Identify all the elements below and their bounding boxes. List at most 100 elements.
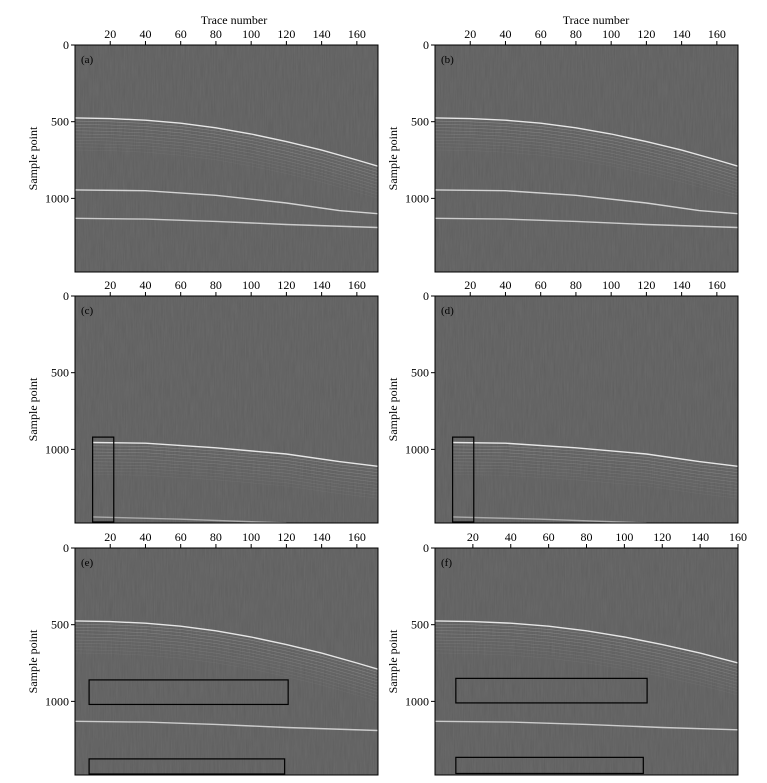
panel-d-label: (d) xyxy=(441,305,454,317)
panel-d-event-1-coda-7 xyxy=(452,464,738,489)
panel-d-event-1-coda-10 xyxy=(452,474,738,499)
panel-a-event-1-coda-2 xyxy=(75,124,378,173)
panel-d-xtick-label-60: 60 xyxy=(535,278,547,292)
panel-c-event-1 xyxy=(92,441,378,467)
panel-f-event-1-coda-9 xyxy=(435,649,738,693)
panel-f-box-2 xyxy=(455,756,644,775)
panel-d-xtick-label-100: 100 xyxy=(602,278,620,292)
panel-b-frame xyxy=(434,44,739,273)
panel-c-event-1-coda-6 xyxy=(92,461,378,486)
panel-d-xtick-label-20: 20 xyxy=(464,278,476,292)
panel-c-xtick-label-160: 160 xyxy=(348,278,366,292)
panel-d-event-1-coda-1 xyxy=(452,445,738,470)
panel-e-y-axis-title: Sample point xyxy=(26,629,40,693)
panel-d-event-1-coda-3 xyxy=(452,451,738,477)
panel-d-event-1-coda-8 xyxy=(452,467,738,493)
panel-b-event-1-coda-9 xyxy=(435,146,738,196)
panel-e-xtick-label-80: 80 xyxy=(210,530,222,544)
panel-f-noise xyxy=(435,548,738,775)
panel-f-label: (f) xyxy=(441,557,452,569)
panel-a-event-1-coda-10 xyxy=(75,149,378,199)
panel-d-frame xyxy=(434,295,739,524)
panel-c-xtick-label-120: 120 xyxy=(277,278,295,292)
panel-d-xtick-label-80: 80 xyxy=(570,278,582,292)
panel-b: (b) 20 40 60 80 100 120 140 160 0 500 1000 Sample po… xyxy=(386,27,739,273)
panel-f-event-1-coda-4 xyxy=(435,633,738,677)
panel-e-ytick-label-1000: 1000 xyxy=(45,694,69,708)
panel-c-box-1 xyxy=(92,436,115,523)
panel-c-event-1-coda-5 xyxy=(92,458,378,483)
panel-e-xtick-label-100: 100 xyxy=(242,530,260,544)
panel-d-y-axis-title: Sample point xyxy=(386,377,400,441)
panel-a-xtick-label-100: 100 xyxy=(242,27,260,41)
panel-f-event-1-coda-10 xyxy=(435,652,738,696)
panel-d-ytick-label-0: 0 xyxy=(423,289,429,303)
panel-a-event-1-coda-7 xyxy=(75,140,378,189)
panel-f-xtick-label-120: 120 xyxy=(653,530,671,544)
panel-a-xtick-label-60: 60 xyxy=(175,27,187,41)
panel-e-xtick-label-20: 20 xyxy=(104,530,116,544)
panel-f-xtick-label-40: 40 xyxy=(505,530,517,544)
panel-d: (d) 20 40 60 80 100 120 140 160 0 500 1000 Sample po… xyxy=(386,278,739,524)
panel-b-ytick-label-0: 0 xyxy=(423,38,429,52)
panel-e-event-2 xyxy=(75,720,378,732)
panel-f-event-1-coda-3 xyxy=(435,630,738,673)
panel-a-event-1-coda-3 xyxy=(75,127,378,177)
panel-d-event-1-coda-9 xyxy=(452,471,738,496)
panel-c-event-1-coda-4 xyxy=(92,455,378,480)
panel-e-noise xyxy=(75,548,378,775)
panel-e-label: (e) xyxy=(81,557,94,569)
panel-a: (a) 20 40 60 80 100 120 140 160 0 500 1000 Sample po… xyxy=(26,27,379,273)
panel-c-event-2 xyxy=(92,516,287,523)
panel-d-xtick-label-140: 140 xyxy=(673,278,691,292)
panel-a-event-1-coda-9 xyxy=(75,146,378,196)
panel-e-event-1-coda-10 xyxy=(75,652,378,702)
panel-b-event-1-coda-8 xyxy=(435,143,738,193)
panel-a-label: (a) xyxy=(81,54,94,66)
panel-c-frame xyxy=(74,295,379,524)
panel-e-box-1 xyxy=(88,679,289,706)
panel-b-event-2 xyxy=(435,189,738,215)
panel-b-event-1-coda-2 xyxy=(435,124,738,173)
panel-a-xtick-label-160: 160 xyxy=(348,27,366,41)
panel-a-event-1 xyxy=(75,117,378,167)
panel-f-ytick-label-1000: 1000 xyxy=(405,694,429,708)
panel-a-event-1-coda-1 xyxy=(75,120,378,170)
panel-e-xtick-label-40: 40 xyxy=(139,530,151,544)
panel-a-event-1-coda-5 xyxy=(75,133,378,183)
panel-b-xtick-label-60: 60 xyxy=(535,27,547,41)
panel-a-event-2 xyxy=(75,189,378,215)
panel-d-xtick-label-120: 120 xyxy=(637,278,655,292)
panel-d-event-1-coda-6 xyxy=(452,461,738,486)
panel-e-event-1-coda-6 xyxy=(75,639,378,689)
panel-b-event-1-coda-1 xyxy=(435,120,738,170)
panel-e-event-1-coda-1 xyxy=(75,623,378,673)
panel-a-event-1-coda-4 xyxy=(75,130,378,180)
panel-f-event-1-coda-6 xyxy=(435,639,738,683)
panel-c-ytick-label-1000: 1000 xyxy=(45,442,69,456)
panel-e-event-1-coda-9 xyxy=(75,649,378,699)
panel-e-box-2 xyxy=(88,758,286,775)
panel-d-xtick-label-160: 160 xyxy=(708,278,726,292)
panel-b-event-1-coda-6 xyxy=(435,136,738,186)
panel-c-xtick-label-100: 100 xyxy=(242,278,260,292)
panel-c-event-1-coda-9 xyxy=(92,471,378,496)
panel-e-ytick-label-0: 0 xyxy=(63,541,69,555)
panel-c-ytick-label-500: 500 xyxy=(51,366,69,380)
panel-f-xtick-label-80: 80 xyxy=(581,530,593,544)
panel-a-frame xyxy=(74,44,379,273)
panel-a-ytick-label-0: 0 xyxy=(63,38,69,52)
panel-f-box-1 xyxy=(455,677,648,704)
panel-b-xtick-label-40: 40 xyxy=(499,27,511,41)
panel-e-event-1-coda-5 xyxy=(75,636,378,686)
panel-a-xtick-label-80: 80 xyxy=(210,27,222,41)
panel-b-y-axis-title: Sample point xyxy=(386,126,400,190)
panel-e-event-1-coda-4 xyxy=(75,633,378,683)
panel-c-xtick-label-140: 140 xyxy=(313,278,331,292)
panel-d-event-1 xyxy=(452,441,738,467)
panel-d-xtick-label-40: 40 xyxy=(499,278,511,292)
panel-c-y-axis-title: Sample point xyxy=(26,377,40,441)
panel-c-event-1-coda-3 xyxy=(92,451,378,477)
panel-c-xtick-label-80: 80 xyxy=(210,278,222,292)
panel-b-event-1-coda-5 xyxy=(435,133,738,183)
